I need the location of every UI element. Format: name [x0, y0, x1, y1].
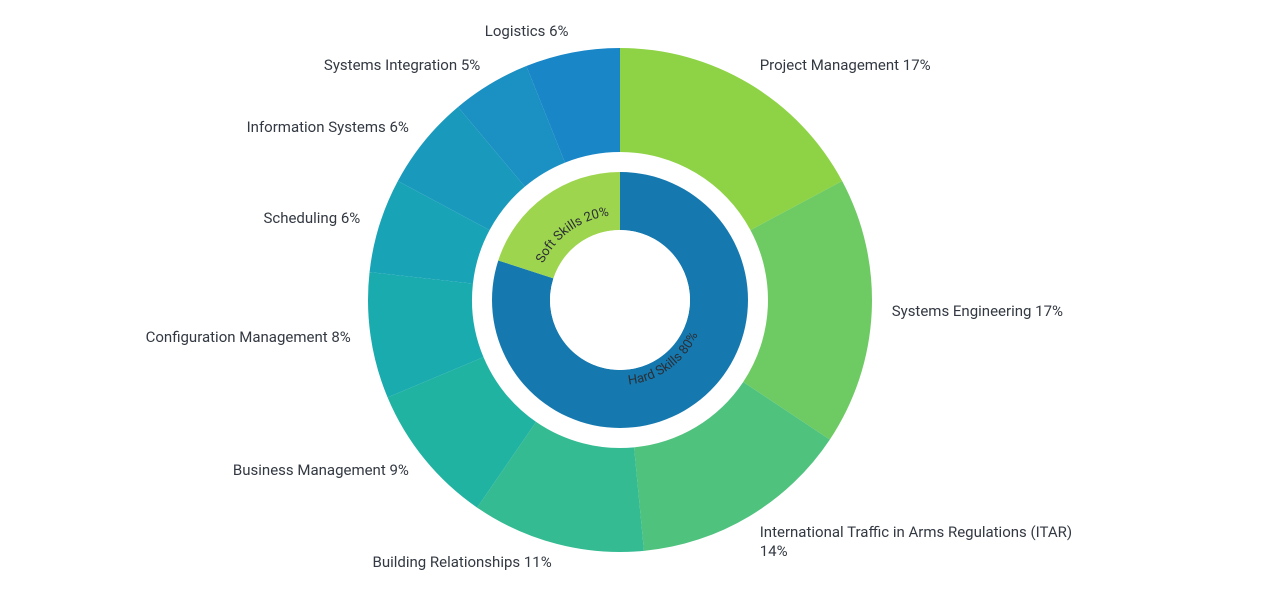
- donut-hole: [550, 230, 690, 370]
- outer-slice-label: International Traffic in Arms Regulation…: [760, 523, 1080, 562]
- outer-slice-label: Configuration Management 8%: [146, 328, 351, 348]
- outer-slice-label: Project Management 17%: [760, 56, 931, 76]
- outer-slice-label: Logistics 6%: [485, 22, 569, 42]
- outer-slice-label: Scheduling 6%: [263, 209, 360, 229]
- outer-slice-label: Systems Engineering 17%: [892, 302, 1063, 322]
- donut-svg: Hard Skills 80%Soft Skills 20%: [0, 0, 1274, 600]
- outer-slice-label: Systems Integration 5%: [324, 56, 480, 76]
- outer-slice-label: Information Systems 6%: [247, 118, 409, 138]
- outer-slice-label: Building Relationships 11%: [372, 553, 551, 573]
- outer-slice-label: Business Management 9%: [233, 461, 409, 481]
- skills-donut-chart: Hard Skills 80%Soft Skills 20%Project Ma…: [0, 0, 1274, 600]
